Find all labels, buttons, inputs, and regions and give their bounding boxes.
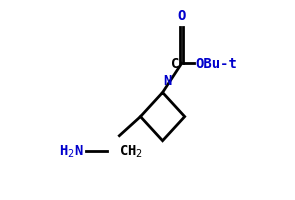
Text: O: O bbox=[178, 9, 186, 23]
Text: C: C bbox=[171, 57, 180, 71]
Text: H$_2$N: H$_2$N bbox=[59, 143, 84, 159]
Text: CH$_2$: CH$_2$ bbox=[119, 143, 143, 159]
Text: OBu-t: OBu-t bbox=[196, 57, 237, 71]
Text: N: N bbox=[164, 74, 172, 88]
